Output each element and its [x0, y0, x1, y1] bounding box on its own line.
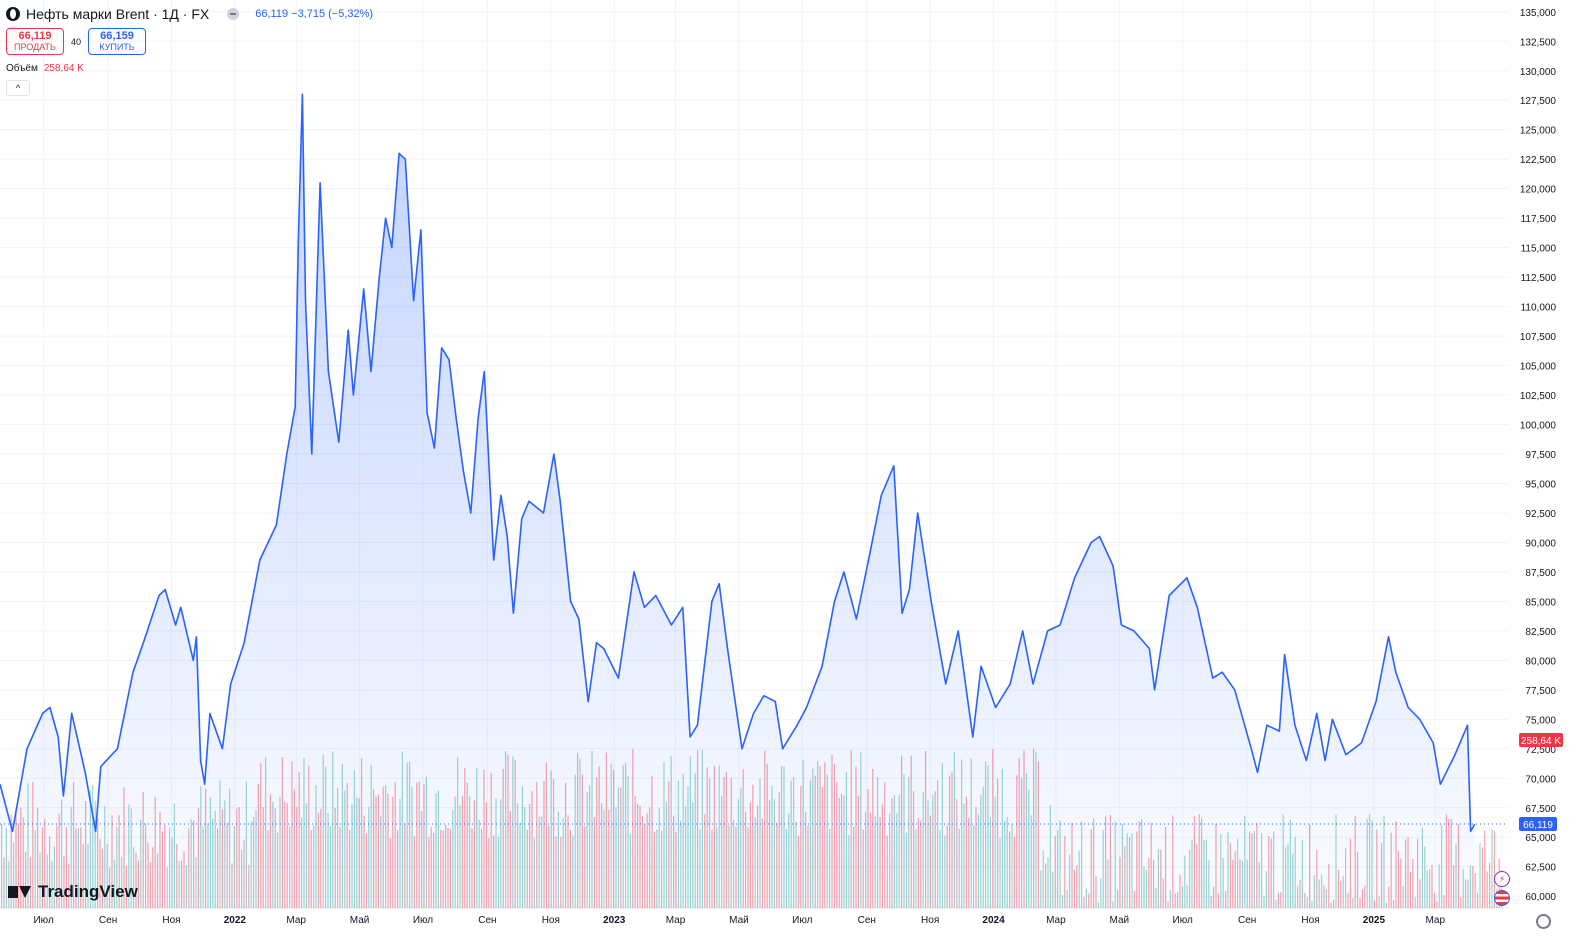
tradingview-logo[interactable]: TradingView [8, 882, 138, 902]
y-tick-label: 127,500 [1520, 96, 1557, 107]
last-quote: 66,119 −3,715 (−5,32%) [255, 8, 373, 20]
x-tick-label: Июл [792, 915, 812, 926]
y-tick-label: 112,500 [1521, 273, 1557, 284]
volume-bar [1491, 829, 1493, 908]
axis-labels: 66,119 258,64 K [1519, 733, 1563, 832]
x-tick-label: Ноя [1301, 915, 1319, 926]
y-tick-label: 130,000 [1520, 67, 1557, 78]
price-series [0, 93, 1476, 909]
y-tick-label: 110,000 [1521, 303, 1557, 314]
volume-bar [1481, 847, 1483, 908]
x-tick-label: Мар [1425, 915, 1445, 926]
volume-bar [1501, 870, 1503, 908]
x-tick-label: Ноя [921, 915, 939, 926]
symbol-title[interactable]: Нефть марки Brent · 1Д · FX [26, 6, 210, 22]
price-axis[interactable]: 60,000 62,500 65,000 67,500 70,000 72,500 75,0… [1520, 8, 1557, 903]
price-change: −3,715 (−5,32%) [291, 8, 374, 20]
y-tick-label: 117,500 [1521, 214, 1557, 225]
last-price-label: 66,119 [1523, 820, 1553, 831]
y-tick-label: 100,000 [1520, 421, 1557, 432]
y-tick-label: 115,000 [1521, 244, 1557, 255]
x-tick-label: 2025 [1363, 915, 1386, 926]
x-tick-label: Сен [1238, 915, 1256, 926]
y-tick-label: 102,500 [1520, 391, 1557, 402]
spread-value: 40 [70, 36, 81, 47]
x-tick-label: Ноя [162, 915, 180, 926]
brand-name: TradingView [38, 882, 138, 901]
volume-tag [1519, 733, 1563, 747]
x-tick-label: Май [729, 915, 749, 926]
volume-value: 258,64 K [43, 63, 84, 74]
y-tick-label: 92,500 [1525, 509, 1556, 520]
volume-bar [1484, 830, 1486, 908]
y-tick-label: 107,500 [1520, 332, 1557, 343]
y-tick-label: 77,500 [1525, 686, 1556, 697]
y-tick-label: 82,500 [1525, 627, 1556, 638]
x-tick-label: Июл [1173, 915, 1193, 926]
y-tick-label: 90,000 [1525, 538, 1556, 549]
last-price-tag [1519, 817, 1557, 832]
x-tick-label: Июл [33, 915, 53, 926]
buy-button[interactable]: 66,159 КУПИТЬ [88, 28, 146, 55]
y-tick-label: 97,500 [1525, 450, 1556, 461]
lightning-icon[interactable]: ⚡ [1494, 871, 1510, 887]
chevron-up-icon[interactable]: ^ [6, 80, 30, 96]
y-tick-label: 87,500 [1525, 568, 1556, 579]
volume-bar [1493, 830, 1495, 908]
y-tick-label: 105,000 [1520, 362, 1557, 373]
time-axis[interactable]: Июл Сен Ноя 2022 Мар Май Июл Сен Ноя 2023 Мар Май Ию… [33, 915, 1445, 926]
x-tick-label: Сен [99, 915, 117, 926]
volume-bar [1489, 862, 1491, 908]
buy-label: КУПИТЬ [99, 41, 135, 52]
sell-price: 66,119 [18, 29, 52, 42]
y-tick-label: 75,000 [1525, 715, 1556, 726]
x-tick-label: 2022 [224, 915, 247, 926]
y-tick-label: 85,000 [1525, 597, 1556, 608]
y-tick-label: 62,500 [1525, 863, 1556, 874]
x-tick-label: 2024 [982, 915, 1005, 926]
sell-button[interactable]: 66,119 ПРОДАТЬ [6, 28, 64, 55]
y-tick-label: 120,000 [1520, 185, 1557, 196]
y-tick-label: 80,000 [1525, 656, 1556, 667]
y-tick-label: 60,000 [1525, 892, 1556, 903]
y-tick-label: 132,500 [1520, 37, 1557, 48]
x-tick-label: Ноя [542, 915, 560, 926]
gear-icon[interactable] [1536, 914, 1551, 929]
x-tick-label: Сен [478, 915, 496, 926]
y-tick-label: 125,000 [1520, 126, 1557, 137]
tradingview-logo-icon [8, 884, 32, 900]
volume-tag-label: 258,64 K [1521, 736, 1561, 747]
us-flag-icon[interactable] [1494, 890, 1510, 906]
symbol-logo-icon [6, 7, 20, 21]
volume-bar [1479, 843, 1481, 908]
y-tick-label: 122,500 [1520, 155, 1557, 166]
x-tick-label: Сен [858, 915, 876, 926]
price-line [0, 93, 1476, 833]
x-tick-label: Мар [1046, 915, 1066, 926]
y-tick-label: 67,500 [1525, 804, 1556, 815]
last-price: 66,119 [255, 8, 289, 20]
market-status-icon[interactable] [227, 8, 240, 20]
volume-bar [1474, 873, 1476, 908]
price-area [0, 94, 1475, 909]
x-tick-label: Мар [286, 915, 306, 926]
sell-label: ПРОДАТЬ [14, 41, 56, 52]
x-tick-label: 2023 [603, 915, 626, 926]
volume-bar [1477, 892, 1479, 908]
buy-price: 66,159 [100, 29, 134, 42]
y-tick-label: 72,500 [1525, 745, 1556, 756]
legend: Нефть марки Brent · 1Д · FX 66,119 −3,71… [6, 4, 373, 96]
y-tick-label: 70,000 [1525, 774, 1556, 785]
y-tick-label: 135,000 [1520, 8, 1557, 19]
x-tick-label: Июл [413, 915, 433, 926]
x-tick-label: Мар [666, 915, 686, 926]
volume-label: Объём [6, 63, 38, 74]
y-tick-label: 65,000 [1525, 833, 1556, 844]
volume-bar [1486, 871, 1488, 908]
x-tick-label: Май [1110, 915, 1130, 926]
y-tick-label: 95,000 [1525, 479, 1556, 490]
x-tick-label: Май [350, 915, 370, 926]
